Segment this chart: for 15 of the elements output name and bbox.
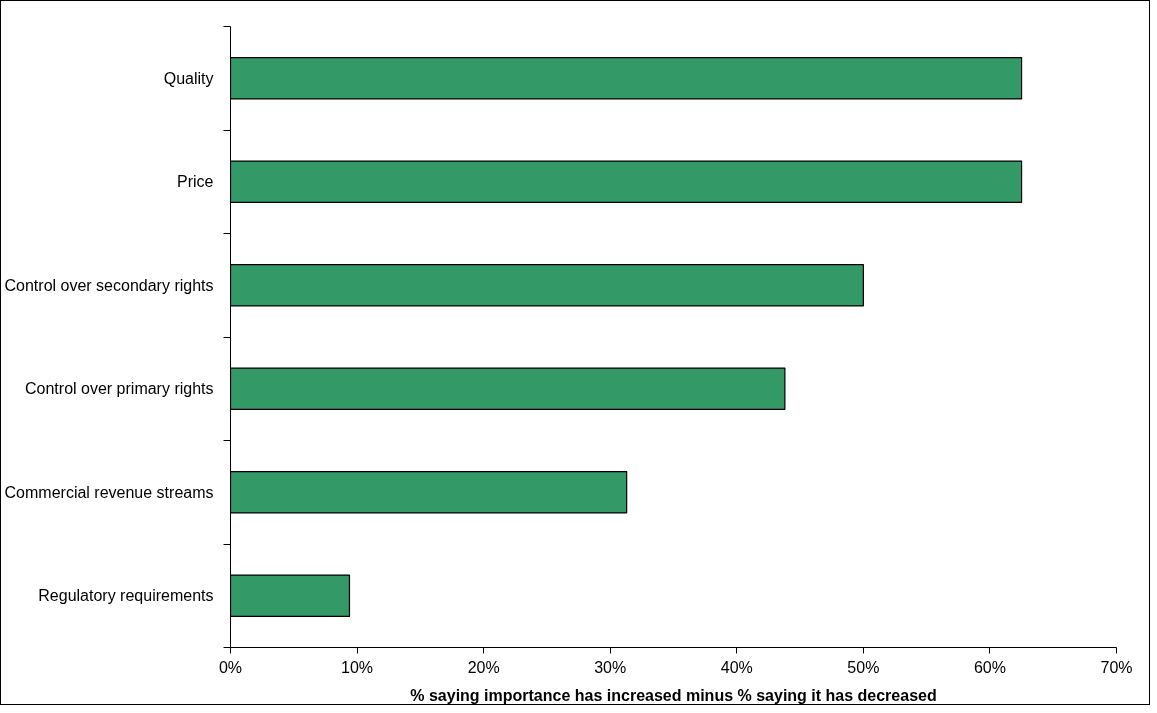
y-tick-label: Quality: [163, 69, 214, 87]
x-axis-title: % saying importance has increased minus % saying it has decreased: [410, 686, 937, 704]
y-tick-label: Regulatory requirements: [38, 587, 214, 605]
x-tick-label: 40%: [720, 658, 753, 676]
x-tick-label: 50%: [847, 658, 880, 676]
y-tick-label: Price: [177, 173, 214, 191]
y-tick-label: Control over primary rights: [25, 380, 214, 398]
x-tick-label: 0%: [218, 658, 243, 676]
x-tick-label: 70%: [1100, 658, 1133, 676]
x-tick-label: 60%: [973, 658, 1006, 676]
y-tick-label: Control over secondary rights: [4, 276, 214, 294]
x-tick-label: 20%: [467, 658, 500, 676]
y-tick-label: Commercial revenue streams: [4, 483, 214, 501]
x-tick-label: 30%: [594, 658, 627, 676]
x-tick-label: 10%: [341, 658, 374, 676]
